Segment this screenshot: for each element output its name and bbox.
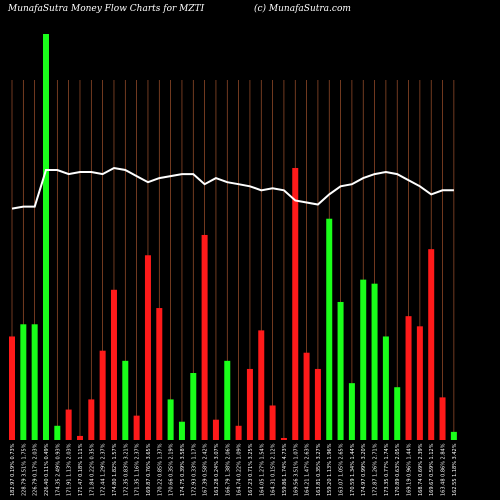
x-tick-label: 162.55 1.18% 3.42%	[452, 443, 458, 496]
x-tick-label: 159.20 1.13% 1.96%	[327, 443, 333, 496]
x-tick-label: 182.97 0.19% 0.73%	[10, 443, 16, 496]
x-tick-label: 172.35 0.83% 3.21%	[123, 443, 129, 496]
x-tick-label: 159.86 1.74% 4.73%	[282, 443, 288, 496]
bar-2	[20, 324, 27, 440]
x-tick-label: 167.39 0.58% 2.42%	[203, 443, 209, 496]
x-tick-label: 228.79 3.51% 1.75%	[21, 443, 27, 496]
bar-13	[144, 255, 151, 440]
bar-7	[76, 435, 83, 440]
x-tick-label: 164.21 1.47% 2.63%	[305, 443, 311, 496]
bar-9	[99, 350, 106, 440]
bar-1	[9, 336, 15, 440]
x-tick-labels: 182.97 0.19% 0.73% 228.79 3.51% 1.75% 226.…	[10, 443, 458, 496]
x-tick-label: 164.74 0.22% 1.09%	[237, 443, 243, 496]
x-tick-label: 166.79 1.38% 2.06%	[225, 443, 231, 496]
bar-5	[54, 425, 61, 440]
bar-15	[167, 399, 174, 440]
bar-30	[337, 301, 344, 440]
bar-27	[303, 352, 310, 440]
x-tick-label: 173.35 0.77% 1.74%	[384, 443, 390, 496]
bar-3	[31, 324, 38, 440]
x-tick-label: 168.74 0.69% 2.39%	[418, 443, 424, 496]
x-tick-label: 169.19 0.96% 1.44%	[407, 443, 413, 496]
bar-34	[382, 336, 389, 440]
x-tick-label: 174.35 2.49% 0.93%	[55, 443, 61, 496]
x-tick-label: 172.44 1.29% 2.37%	[101, 443, 107, 496]
bar-11	[122, 360, 129, 440]
x-tick-label: 170.59 1.34% 1.44%	[350, 443, 356, 496]
x-tick-label: 167.23 0.71% 3.25%	[248, 443, 254, 496]
bar-20	[224, 360, 231, 440]
bar-31	[348, 383, 355, 440]
money-flow-line	[11, 166, 454, 210]
bar-14	[156, 308, 163, 440]
x-tick-label: 171.84 0.22% 0.35%	[89, 443, 95, 496]
x-tick-label: 174.75 0.39% 3.58%	[180, 443, 186, 496]
x-tick-label: 169.87 0.76% 3.65%	[146, 443, 152, 496]
x-tick-label: 170.89 0.63% 2.05%	[395, 443, 401, 496]
bar-26	[292, 167, 299, 441]
bar-33	[371, 283, 378, 440]
bar-18	[201, 234, 208, 440]
bar-32	[360, 279, 367, 440]
bar-19	[212, 419, 219, 440]
bar-12	[133, 415, 140, 440]
bar-28	[314, 368, 321, 440]
x-tick-label: 171.91 1.13% 2.03%	[67, 443, 73, 496]
bar-4	[42, 34, 49, 440]
x-tick-label: 174.80 1.82% 1.57%	[112, 443, 118, 496]
x-tick-label: 169.67 0.59% 1.12%	[429, 443, 435, 496]
x-tick-label: 163.07 1.05% 2.65%	[339, 443, 345, 496]
x-tick-label: 163.81 0.35% 3.27%	[316, 443, 322, 496]
x-tick-label: 164.31 0.15% 2.12%	[271, 443, 277, 496]
bar-8	[88, 399, 95, 440]
x-tick-label: 170.66 0.35% 2.19%	[169, 443, 175, 496]
bar-38	[428, 249, 435, 440]
x-tick-label: 163.28 0.24% 3.07%	[214, 443, 220, 496]
bar-39	[439, 397, 446, 440]
chart-title: MunafaSutra Money Flow Charts for MZTI	[7, 4, 205, 14]
bar-10	[110, 289, 117, 440]
x-tick-label: 164.05 1.27% 1.54%	[259, 443, 265, 496]
x-tick-label: 174.97 0.99% 3.20%	[361, 443, 367, 496]
x-tick-label: 172.93 0.33% 1.17%	[191, 443, 197, 496]
x-tick-label: 171.47 0.18% 1.11%	[78, 443, 84, 496]
x-tick-label: 226.79 0.17% 2.03%	[33, 443, 39, 496]
bar-21	[235, 425, 242, 440]
bar-22	[246, 368, 253, 440]
bar-36	[405, 316, 412, 440]
bar-25	[280, 437, 287, 440]
bar-40	[450, 431, 457, 440]
bar-37	[416, 326, 423, 440]
bar-16	[178, 421, 185, 440]
bar-6	[65, 409, 72, 440]
bar-17	[190, 373, 197, 440]
x-tick-label: 171.35 1.16% 2.37%	[135, 443, 141, 496]
bar-23	[258, 330, 265, 440]
x-tick-label: 169.56 3.51% 1.07%	[293, 443, 299, 496]
bar-24	[269, 405, 276, 440]
bar-35	[394, 387, 401, 440]
x-tick-label: 163.48 0.86% 2.84%	[441, 443, 447, 496]
copyright-text: (c) MunafaSutra.com	[254, 3, 351, 14]
x-tick-label: 170.22 0.85% 1.37%	[157, 443, 163, 496]
x-tick-label: 172.87 1.26% 2.71%	[373, 443, 379, 496]
bars	[9, 34, 457, 441]
bar-29	[326, 218, 333, 440]
x-tick-label: 226.40 0.11% 0.49%	[44, 443, 50, 496]
